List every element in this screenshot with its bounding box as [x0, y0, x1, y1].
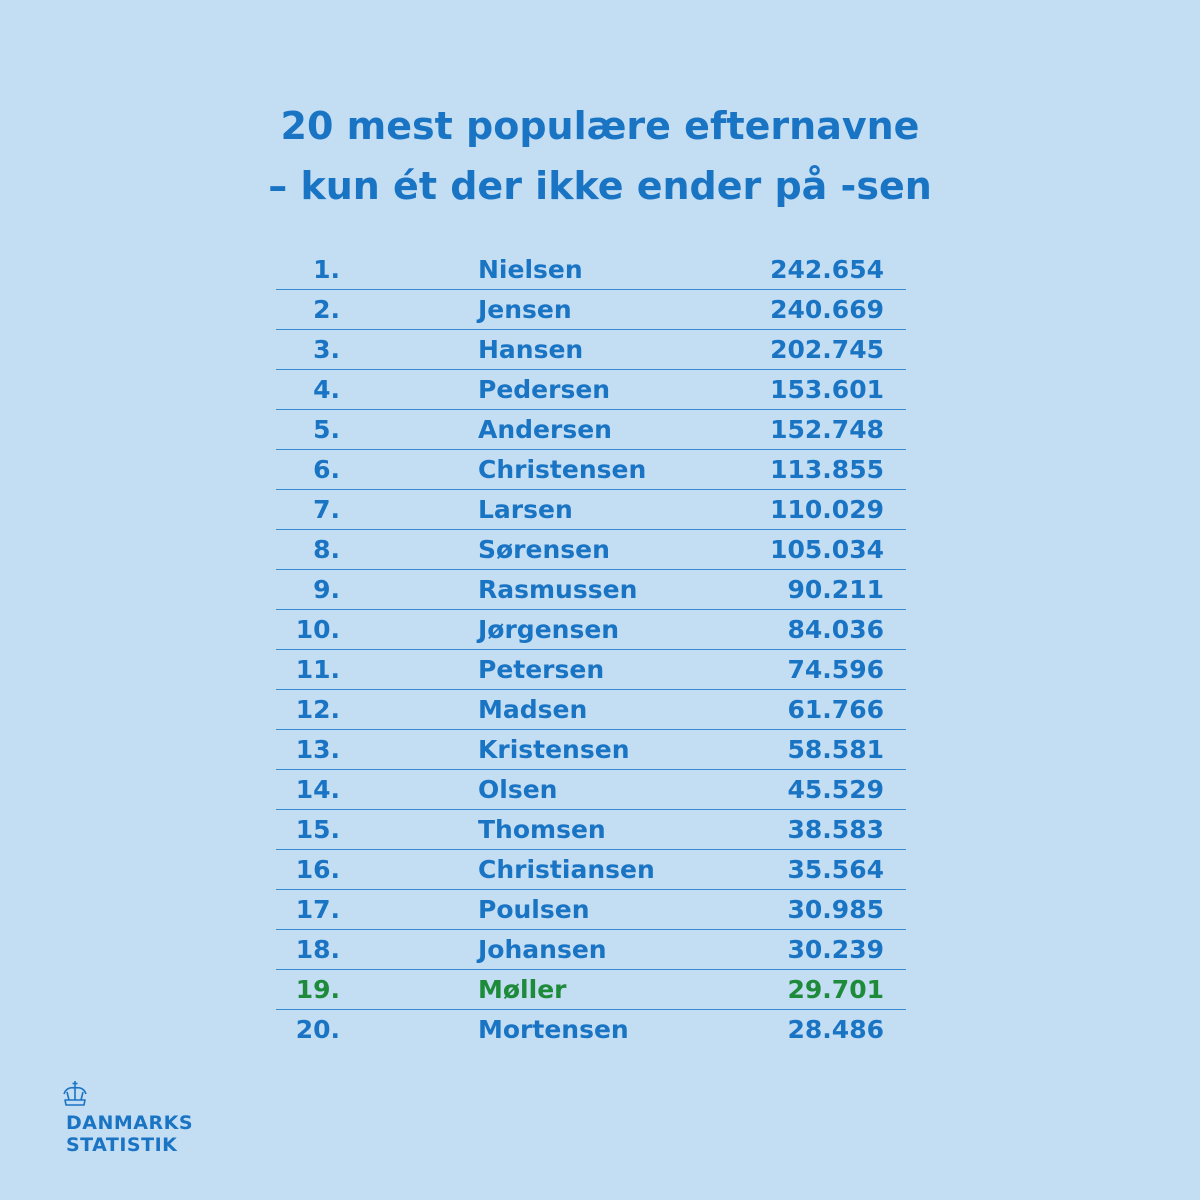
surname-cell: Kristensen [478, 735, 630, 764]
table-row: 15. Thomsen 38.583 [276, 810, 906, 850]
surname-cell: Jørgensen [478, 615, 620, 644]
rank-cell: 13. [295, 735, 340, 764]
table-row: 6. Christensen 113.855 [276, 450, 906, 490]
surname-cell: Sørensen [478, 535, 610, 564]
count-cell: 90.211 [787, 575, 884, 604]
count-cell: 105.034 [770, 535, 884, 564]
count-cell: 45.529 [787, 775, 884, 804]
surname-cell: Christiansen [478, 855, 655, 884]
surname-cell: Møller [478, 975, 567, 1004]
count-cell: 61.766 [787, 695, 884, 724]
count-cell: 29.701 [787, 975, 884, 1004]
rank-cell: 19. [295, 975, 340, 1004]
title-line-2: – kun ét der ikke ender på -sen [268, 164, 932, 208]
rank-cell: 17. [295, 895, 340, 924]
logo-line-2: STATISTIK [66, 1134, 178, 1156]
table-row: 1. Nielsen 242.654 [276, 250, 906, 290]
logo-line-1: DANMARKS [66, 1112, 194, 1134]
rank-cell: 15. [295, 815, 340, 844]
count-cell: 84.036 [787, 615, 884, 644]
count-cell: 30.985 [787, 895, 884, 924]
table-row: 17. Poulsen 30.985 [276, 890, 906, 930]
rank-cell: 18. [295, 935, 340, 964]
count-cell: 152.748 [770, 415, 884, 444]
surname-cell: Larsen [478, 495, 573, 524]
table-row: 11. Petersen 74.596 [276, 650, 906, 690]
surname-cell: Rasmussen [478, 575, 638, 604]
crown-icon [63, 1081, 87, 1106]
rank-cell: 12. [295, 695, 340, 724]
table-row: 5. Andersen 152.748 [276, 410, 906, 450]
rank-cell: 16. [295, 855, 340, 884]
title-line-1: 20 mest populære efternavne [280, 104, 920, 148]
rank-cell: 6. [313, 455, 340, 484]
surname-cell: Madsen [478, 695, 588, 724]
count-cell: 38.583 [787, 815, 884, 844]
table-row: 19. Møller 29.701 [276, 970, 906, 1010]
rank-cell: 10. [295, 615, 340, 644]
surname-cell: Nielsen [478, 255, 583, 284]
count-cell: 240.669 [770, 295, 884, 324]
surname-cell: Thomsen [478, 815, 606, 844]
table-row: 18. Johansen 30.239 [276, 930, 906, 970]
logo-text: DANMARKS STATISTIK [66, 1112, 193, 1156]
table-row: 20. Mortensen 28.486 [276, 1010, 906, 1050]
rank-cell: 1. [313, 255, 340, 284]
table-row: 12. Madsen 61.766 [276, 690, 906, 730]
count-cell: 153.601 [770, 375, 884, 404]
table-row: 13. Kristensen 58.581 [276, 730, 906, 770]
rank-cell: 8. [313, 535, 340, 564]
surname-cell: Johansen [478, 935, 607, 964]
surname-cell: Petersen [478, 655, 605, 684]
count-cell: 74.596 [787, 655, 884, 684]
count-cell: 110.029 [770, 495, 884, 524]
count-cell: 58.581 [787, 735, 884, 764]
rank-cell: 11. [295, 655, 340, 684]
count-cell: 30.239 [787, 935, 884, 964]
surname-cell: Andersen [478, 415, 612, 444]
table-row: 14. Olsen 45.529 [276, 770, 906, 810]
rank-cell: 2. [313, 295, 340, 324]
rank-cell: 3. [313, 335, 340, 364]
table-row: 16. Christiansen 35.564 [276, 850, 906, 890]
rank-cell: 4. [313, 375, 340, 404]
count-cell: 202.745 [770, 335, 884, 364]
rank-cell: 5. [313, 415, 340, 444]
count-cell: 242.654 [770, 255, 884, 284]
table-row: 9. Rasmussen 90.211 [276, 570, 906, 610]
rank-cell: 20. [295, 1015, 340, 1044]
table-row: 3. Hansen 202.745 [276, 330, 906, 370]
table-row: 4. Pedersen 153.601 [276, 370, 906, 410]
rank-cell: 9. [313, 575, 340, 604]
surname-cell: Pedersen [478, 375, 611, 404]
count-cell: 28.486 [787, 1015, 884, 1044]
surname-cell: Poulsen [478, 895, 590, 924]
surname-cell: Jensen [478, 295, 572, 324]
surname-cell: Mortensen [478, 1015, 629, 1044]
danmarks-statistik-logo: DANMARKS STATISTIK [60, 1080, 240, 1160]
count-cell: 35.564 [787, 855, 884, 884]
surname-table: 1. Nielsen 242.654 2. Jensen 240.669 3. Hansen 2… [276, 250, 906, 1050]
rank-cell: 7. [313, 495, 340, 524]
surname-cell: Christensen [478, 455, 647, 484]
table-row: 2. Jensen 240.669 [276, 290, 906, 330]
surname-cell: Hansen [478, 335, 584, 364]
rank-cell: 14. [295, 775, 340, 804]
count-cell: 113.855 [770, 455, 884, 484]
table-row: 8. Sørensen 105.034 [276, 530, 906, 570]
table-row: 7. Larsen 110.029 [276, 490, 906, 530]
surname-cell: Olsen [478, 775, 558, 804]
table-row: 10. Jørgensen 84.036 [276, 610, 906, 650]
page-title: 20 mest populære efternavne – kun ét der… [0, 96, 1200, 216]
